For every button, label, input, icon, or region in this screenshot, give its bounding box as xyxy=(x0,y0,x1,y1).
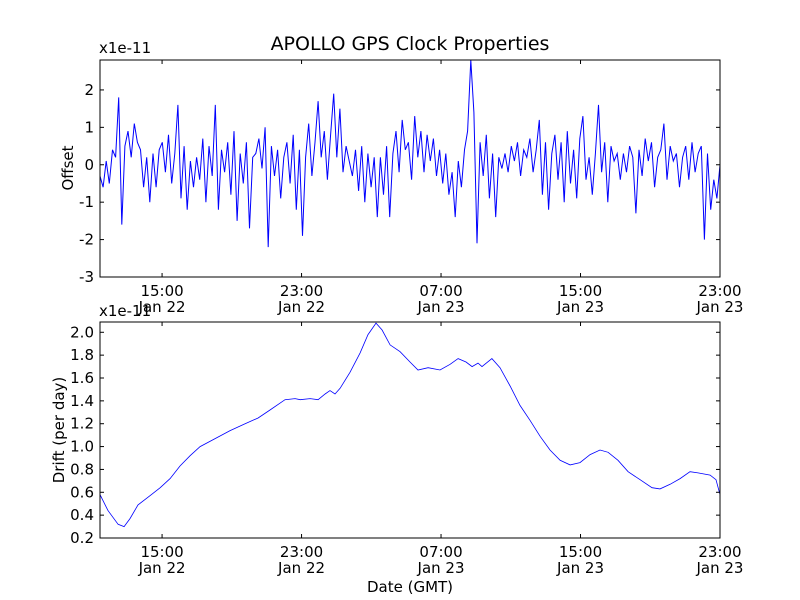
y-tick-label: 0.4 xyxy=(70,506,94,524)
y-tick-label: 1 xyxy=(84,118,94,136)
x-tick-time-label: 23:00 xyxy=(698,282,741,300)
chart-title: APOLLO GPS Clock Properties xyxy=(271,33,550,55)
offset-ylabel: Offset xyxy=(59,145,77,190)
y-tick-label: 0.2 xyxy=(70,529,94,547)
x-tick-date-label: Jan 22 xyxy=(277,559,325,577)
drift-xlabel: Date (GMT) xyxy=(367,578,453,596)
x-tick-time-label: 07:00 xyxy=(419,282,462,300)
x-tick-time-label: 15:00 xyxy=(559,543,602,561)
x-tick-date-label: Jan 22 xyxy=(138,559,186,577)
drift-ylabel: Drift (per day) xyxy=(50,377,68,484)
x-tick-time-label: 23:00 xyxy=(698,543,741,561)
y-tick-label: -2 xyxy=(79,231,94,249)
offset-multiplier: x1e-11 xyxy=(99,39,151,57)
y-tick-label: 1.2 xyxy=(70,415,94,433)
x-tick-date-label: Jan 23 xyxy=(696,298,744,316)
y-tick-label: 1.0 xyxy=(70,438,94,456)
x-tick-time-label: 23:00 xyxy=(280,282,323,300)
y-tick-label: 0 xyxy=(84,156,94,174)
x-tick-time-label: 23:00 xyxy=(280,543,323,561)
y-tick-label: 2 xyxy=(84,81,94,99)
x-tick-date-label: Jan 23 xyxy=(417,559,465,577)
x-tick-date-label: Jan 22 xyxy=(277,298,325,316)
x-tick-time-label: 15:00 xyxy=(140,282,183,300)
drift-multiplier: x1e-11 xyxy=(99,302,151,320)
axes-frame xyxy=(99,59,721,278)
y-tick-label: 1.6 xyxy=(70,369,94,387)
y-tick-label: -1 xyxy=(79,193,94,211)
y-tick-label: -3 xyxy=(79,268,94,286)
x-tick-date-label: Jan 23 xyxy=(417,298,465,316)
offset-line xyxy=(100,60,720,248)
x-tick-time-label: 07:00 xyxy=(419,543,462,561)
x-tick-time-label: 15:00 xyxy=(559,282,602,300)
y-tick-label: 2.0 xyxy=(70,323,94,341)
axes-frame xyxy=(99,321,721,539)
x-tick-date-label: Jan 23 xyxy=(556,559,604,577)
y-tick-label: 1.8 xyxy=(70,346,94,364)
x-tick-date-label: Jan 22 xyxy=(138,298,186,316)
y-tick-label: 0.8 xyxy=(70,460,94,478)
x-tick-time-label: 15:00 xyxy=(140,543,183,561)
drift-line xyxy=(100,322,720,528)
x-tick-date-label: Jan 23 xyxy=(696,559,744,577)
y-tick-label: 1.4 xyxy=(70,392,94,410)
x-tick-date-label: Jan 23 xyxy=(556,298,604,316)
y-tick-label: 0.6 xyxy=(70,483,94,501)
